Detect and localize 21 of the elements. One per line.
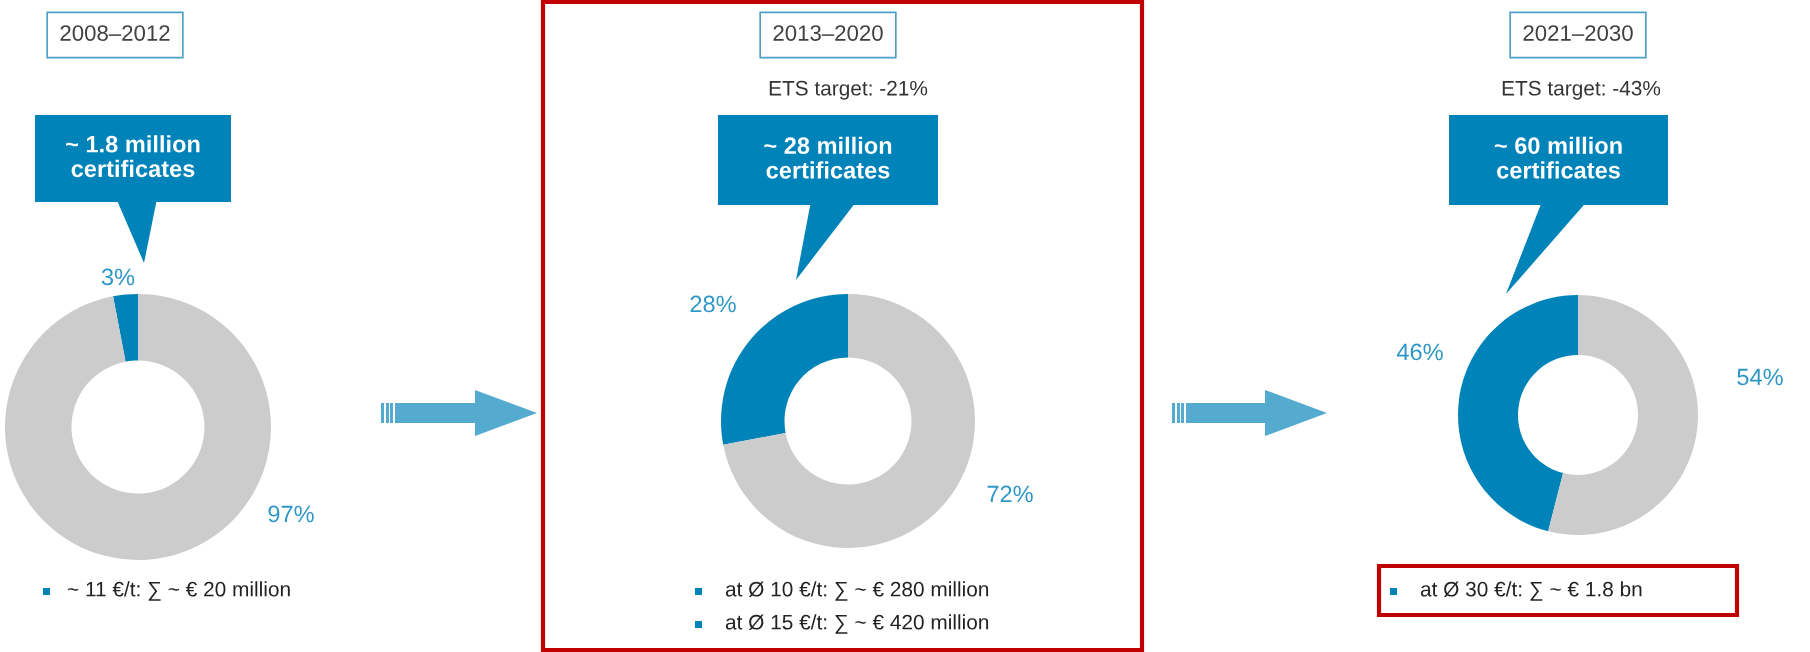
text: ~ 11 €/t: ∑ ~ € 20 million: [67, 581, 290, 601]
text: at Ø 15 €/t: ∑ ~ € 420 million: [725, 614, 989, 634]
donut-slice: [113, 294, 138, 362]
data-label: 97%: [268, 505, 314, 523]
data-label: 3%: [101, 268, 135, 286]
donut-slice: [1548, 295, 1698, 535]
text: at Ø 30 €/t: ∑ ~ € 1.8 bn: [1420, 581, 1642, 601]
data-label: 46%: [1396, 343, 1443, 361]
chart-subtitle: ETS target: -43%: [1502, 80, 1661, 100]
data-label: 28%: [690, 295, 736, 313]
donut-slice: [1458, 295, 1578, 532]
text: ~ 28 million certificates: [764, 136, 892, 179]
text: ~ 1.8 million certificates: [66, 135, 200, 178]
data-label: 72%: [987, 485, 1033, 503]
chart-title: 2013–2020: [773, 25, 883, 41]
chart-title: 2021–2030: [1523, 25, 1633, 41]
data-label: 54%: [1737, 368, 1783, 386]
text: at Ø 10 €/t: ∑ ~ € 280 million: [725, 581, 989, 601]
text: ~ 60 million certificates: [1494, 136, 1622, 179]
chart-title: 2008–2012: [60, 25, 170, 41]
chart-subtitle: ETS target: -21%: [769, 80, 928, 100]
